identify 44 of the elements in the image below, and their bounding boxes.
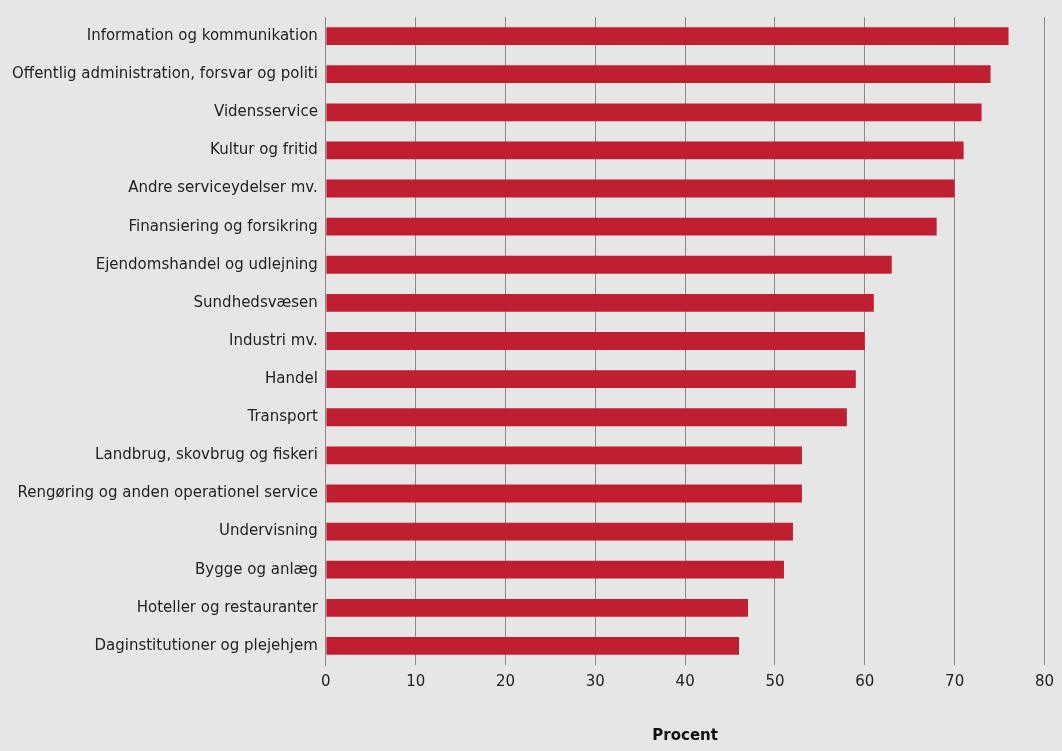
bar — [326, 370, 856, 389]
x-tick-label: 40 — [675, 671, 695, 690]
x-tick-label: 60 — [855, 671, 875, 690]
bar — [326, 103, 982, 122]
bar — [326, 332, 865, 350]
y-tick-label: Hoteller og restauranter — [136, 597, 319, 616]
x-tick-label: 20 — [495, 671, 516, 690]
y-tick-label: Offentlig administration, forsvar og politi — [11, 64, 318, 83]
bar — [326, 27, 1009, 45]
y-tick-label: Handel — [264, 369, 318, 388]
bar — [326, 598, 749, 617]
bar — [326, 255, 892, 274]
y-tick-label: Information og kommunikation — [86, 25, 318, 44]
x-tick-label: 70 — [945, 671, 965, 690]
y-tick-label: Finansiering og forsikring — [128, 216, 318, 235]
y-tick-label: Landbrug, skovbrug og fiskeri — [95, 445, 318, 464]
y-tick-label: Transport — [246, 407, 318, 426]
y-tick-label: Rengøring og anden operationel service — [17, 483, 318, 502]
bar — [326, 179, 955, 198]
bar — [326, 141, 964, 160]
bar — [326, 484, 802, 503]
x-tick-label: 50 — [765, 671, 785, 690]
y-tick-label: Undervisning — [218, 521, 318, 540]
y-tick-label: Bygge og anlæg — [195, 559, 318, 578]
bar — [326, 446, 802, 465]
x-tick-label: 30 — [585, 671, 605, 690]
y-tick-label: Industri mv. — [229, 330, 318, 349]
y-tick-label: Sundhedsvæsen — [193, 292, 318, 311]
y-tick-label: Daginstitutioner og plejehjem — [94, 635, 318, 654]
bar — [326, 65, 991, 84]
bar — [326, 637, 740, 655]
x-tick-label: 10 — [406, 671, 426, 690]
y-tick-label: Kultur og fritid — [210, 140, 318, 159]
y-tick-label: Andre serviceydelser mv. — [128, 178, 318, 197]
bar — [326, 217, 937, 236]
bar — [326, 408, 847, 427]
y-tick-label: Vidensservice — [213, 102, 318, 121]
bar — [326, 522, 793, 541]
y-tick-label: Ejendomshandel og udlejning — [95, 254, 318, 273]
x-tick-label: 80 — [1034, 671, 1054, 690]
x-axis-title: Procent — [652, 725, 718, 744]
x-tick-label: 0 — [321, 671, 331, 690]
bar — [326, 293, 874, 312]
bar — [326, 560, 784, 579]
